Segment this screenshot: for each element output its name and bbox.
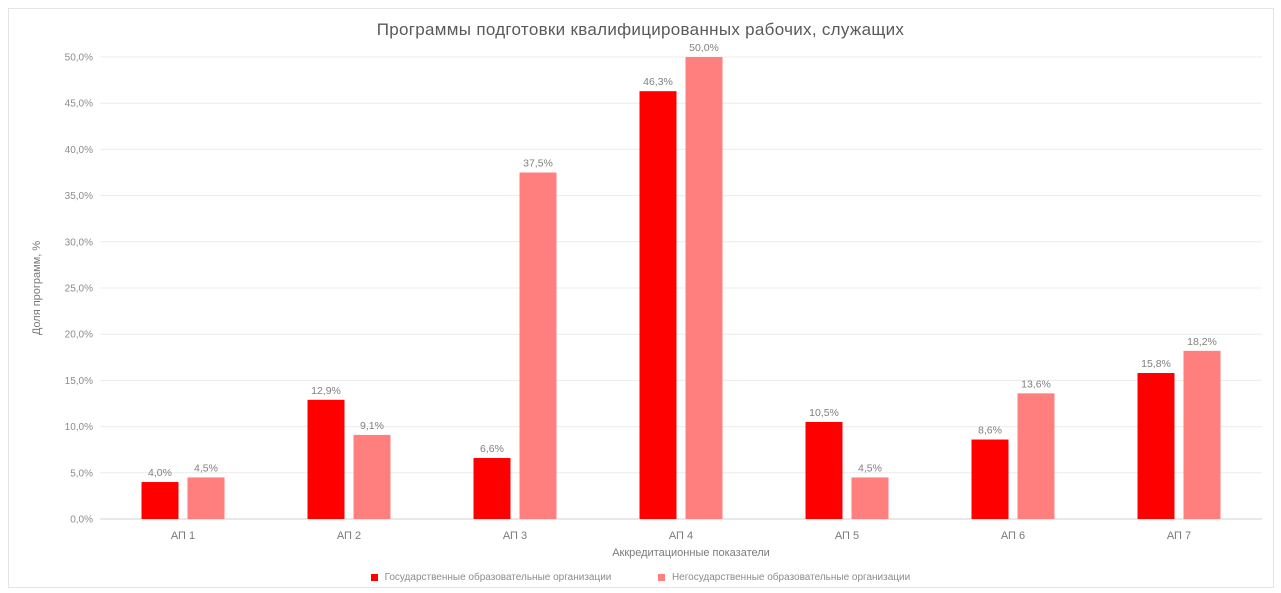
y-tick-label: 15,0% bbox=[65, 376, 93, 387]
bar bbox=[851, 477, 889, 519]
legend-item-state: Государственные образовательные организа… bbox=[370, 572, 612, 583]
data-label: 50,0% bbox=[689, 42, 719, 54]
data-label: 46,3% bbox=[643, 76, 673, 88]
legend-label: Негосударственные образовательные органи… bbox=[671, 572, 911, 583]
x-tick-label: АП 6 bbox=[1001, 530, 1025, 542]
y-tick-label: 30,0% bbox=[65, 237, 93, 248]
y-tick-label: 50,0% bbox=[65, 53, 93, 64]
x-tick-label: АП 4 bbox=[669, 530, 693, 542]
bar bbox=[639, 91, 677, 520]
x-tick-label: АП 5 bbox=[835, 530, 859, 542]
legend-item-nonstate: Негосударственные образовательные органи… bbox=[658, 572, 910, 583]
legend-label: Государственные образовательные организа… bbox=[384, 572, 612, 583]
y-tick-labels: 0,0% 5,0% 10,0% 15,0% 20,0% 25,0% 30,0% 35,0% 40… bbox=[65, 53, 93, 526]
data-label: 4,5% bbox=[858, 462, 882, 474]
y-tick-label: 25,0% bbox=[65, 284, 93, 295]
data-label: 18,2% bbox=[1187, 336, 1217, 348]
data-label: 4,5% bbox=[194, 462, 218, 474]
y-tick-label: 40,0% bbox=[65, 145, 93, 156]
data-label: 8,6% bbox=[978, 425, 1002, 437]
bar bbox=[805, 421, 843, 519]
data-label: 10,5% bbox=[809, 407, 839, 419]
data-label: 37,5% bbox=[523, 158, 553, 170]
data-label: 4,0% bbox=[148, 467, 172, 479]
bars bbox=[141, 57, 1221, 520]
bar bbox=[685, 57, 723, 519]
data-label: 6,6% bbox=[480, 443, 504, 455]
y-axis-title: Доля программ, % bbox=[31, 241, 43, 336]
x-tick-label: АП 3 bbox=[503, 530, 527, 542]
bar bbox=[1137, 373, 1175, 519]
bar bbox=[473, 458, 511, 519]
x-tick-label: АП 1 bbox=[171, 530, 195, 542]
bar bbox=[187, 477, 225, 519]
data-label: 12,9% bbox=[311, 385, 341, 397]
bar bbox=[353, 434, 391, 519]
x-tick-labels: АП 1 АП 2 АП 3 АП 4 АП 5 АП 6 АП 7 bbox=[171, 530, 1191, 542]
y-tick-label: 20,0% bbox=[65, 330, 93, 341]
data-label: 13,6% bbox=[1021, 378, 1051, 390]
x-tick-label: АП 7 bbox=[1167, 530, 1191, 542]
bar bbox=[1183, 350, 1221, 519]
bar bbox=[519, 172, 557, 519]
bar bbox=[1017, 393, 1055, 519]
gridlines bbox=[100, 56, 1262, 520]
legend-swatch bbox=[370, 573, 378, 581]
chart-title: Программы подготовки квалифицированных р… bbox=[376, 20, 905, 39]
bar bbox=[141, 482, 179, 519]
y-tick-label: 5,0% bbox=[70, 468, 93, 479]
y-tick-label: 45,0% bbox=[65, 99, 93, 110]
y-tick-label: 35,0% bbox=[65, 191, 93, 202]
legend: Государственные образовательные организа… bbox=[0, 572, 1281, 583]
y-tick-label: 10,0% bbox=[65, 422, 93, 433]
legend-swatch bbox=[658, 573, 666, 581]
bar bbox=[971, 439, 1009, 519]
data-labels: 4,0% 4,5% 12,9% 9,1% 6,6% 37,5% 46,3% 50,0% 10,5… bbox=[148, 42, 1217, 479]
y-tick-label: 0,0% bbox=[70, 515, 93, 526]
bar bbox=[307, 399, 345, 519]
data-label: 15,8% bbox=[1141, 358, 1171, 370]
x-tick-label: АП 2 bbox=[337, 530, 361, 542]
x-axis-title: Аккредитационные показатели bbox=[612, 547, 770, 559]
data-label: 9,1% bbox=[360, 420, 384, 432]
